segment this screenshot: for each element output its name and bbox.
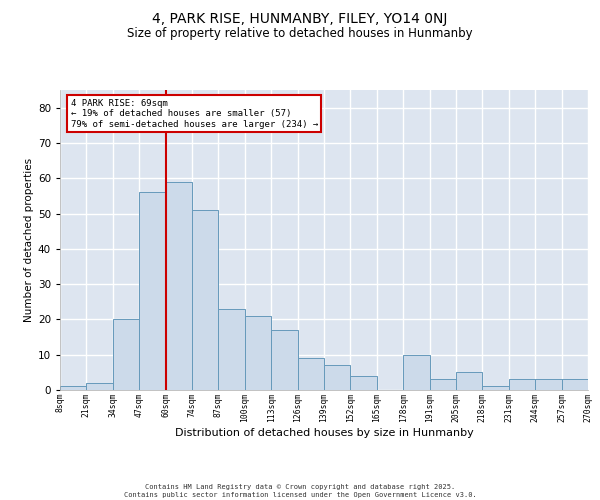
- Bar: [192, 210, 218, 390]
- Bar: [535, 380, 562, 390]
- Text: 4, PARK RISE, HUNMANBY, FILEY, YO14 0NJ: 4, PARK RISE, HUNMANBY, FILEY, YO14 0NJ: [152, 12, 448, 26]
- Y-axis label: Number of detached properties: Number of detached properties: [23, 158, 34, 322]
- Bar: [403, 354, 430, 390]
- Bar: [218, 309, 245, 390]
- Bar: [166, 182, 192, 390]
- Bar: [562, 380, 588, 390]
- Text: Size of property relative to detached houses in Hunmanby: Size of property relative to detached ho…: [127, 28, 473, 40]
- Bar: [324, 366, 350, 390]
- Bar: [271, 330, 298, 390]
- Bar: [86, 383, 113, 390]
- Bar: [60, 386, 86, 390]
- Text: Contains HM Land Registry data © Crown copyright and database right 2025.
Contai: Contains HM Land Registry data © Crown c…: [124, 484, 476, 498]
- Bar: [113, 320, 139, 390]
- Bar: [509, 380, 535, 390]
- X-axis label: Distribution of detached houses by size in Hunmanby: Distribution of detached houses by size …: [175, 428, 473, 438]
- Bar: [245, 316, 271, 390]
- Bar: [350, 376, 377, 390]
- Bar: [430, 380, 456, 390]
- Bar: [298, 358, 324, 390]
- Bar: [482, 386, 509, 390]
- Bar: [139, 192, 166, 390]
- Bar: [456, 372, 482, 390]
- Text: 4 PARK RISE: 69sqm
← 19% of detached houses are smaller (57)
79% of semi-detache: 4 PARK RISE: 69sqm ← 19% of detached hou…: [71, 99, 318, 129]
